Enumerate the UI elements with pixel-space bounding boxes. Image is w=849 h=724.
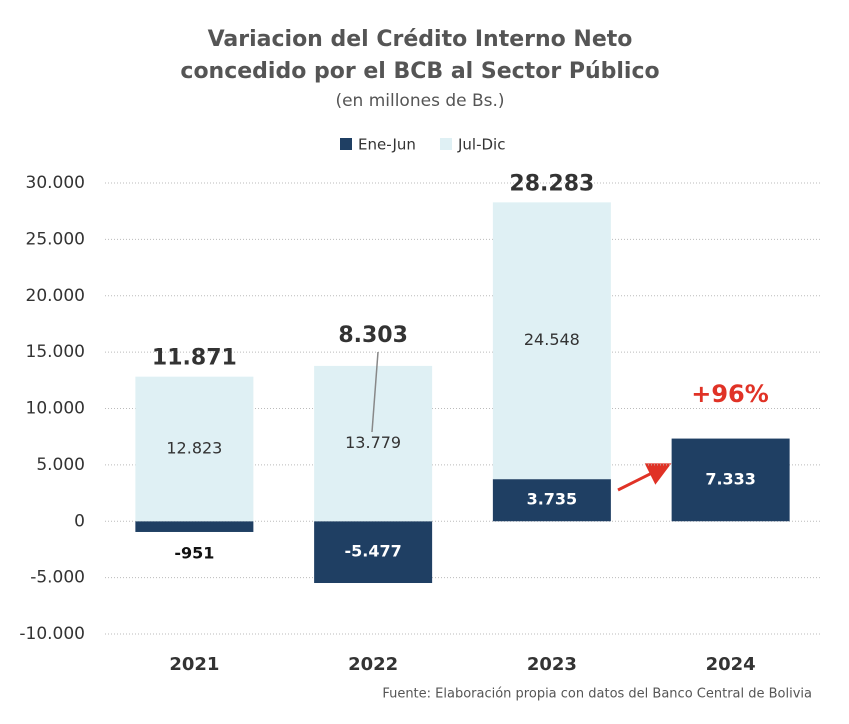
x-tick-label: 2021 bbox=[169, 654, 219, 675]
x-tick-label: 2022 bbox=[348, 654, 398, 675]
source: Fuente: Elaboración propia con datos del… bbox=[382, 687, 812, 702]
arrow bbox=[617, 463, 672, 492]
y-tick-label: 30.000 bbox=[26, 173, 85, 193]
annotation: +96% bbox=[691, 380, 769, 408]
value-label: 7.333 bbox=[705, 469, 756, 488]
legend-label: Jul-Dic bbox=[457, 136, 505, 154]
bar bbox=[135, 521, 254, 532]
y-tick-label: -5.000 bbox=[30, 568, 85, 588]
x-tick-label: 2024 bbox=[706, 654, 756, 675]
y-tick-label: 15.000 bbox=[26, 342, 85, 362]
value-label: 13.779 bbox=[345, 433, 401, 452]
y-tick-label: 20.000 bbox=[26, 286, 85, 306]
chart-subtitle: (en millones de Bs.) bbox=[335, 91, 504, 111]
bar bbox=[314, 365, 433, 522]
legend-label: Ene-Jun bbox=[358, 136, 416, 154]
bar bbox=[671, 438, 790, 522]
leader-line bbox=[371, 351, 379, 433]
bar bbox=[492, 479, 611, 522]
legend-swatch bbox=[340, 138, 352, 150]
chart-title: concedido por el BCB al Sector Público bbox=[180, 59, 659, 84]
y-tick-label: 5.000 bbox=[36, 455, 85, 475]
y-tick-label: 0 bbox=[74, 511, 85, 531]
x-tick-label: 2023 bbox=[527, 654, 577, 675]
total-label: 11.871 bbox=[152, 346, 237, 371]
value-label: 3.735 bbox=[527, 490, 578, 509]
bar bbox=[492, 202, 611, 480]
total-label: 8.303 bbox=[338, 323, 408, 348]
total-label: 28.283 bbox=[509, 171, 594, 196]
y-tick-label: -10.000 bbox=[19, 624, 85, 644]
legend-swatch bbox=[440, 138, 452, 150]
bar bbox=[135, 376, 254, 522]
y-tick-label: 25.000 bbox=[26, 229, 85, 249]
value-label: 24.548 bbox=[524, 330, 580, 349]
value-label: -951 bbox=[174, 543, 214, 562]
value-label: 12.823 bbox=[166, 438, 222, 457]
chart-title: Variacion del Crédito Interno Neto bbox=[208, 27, 633, 52]
value-label: -5.477 bbox=[345, 542, 402, 561]
bar bbox=[314, 521, 433, 584]
y-tick-label: 10.000 bbox=[26, 399, 85, 419]
